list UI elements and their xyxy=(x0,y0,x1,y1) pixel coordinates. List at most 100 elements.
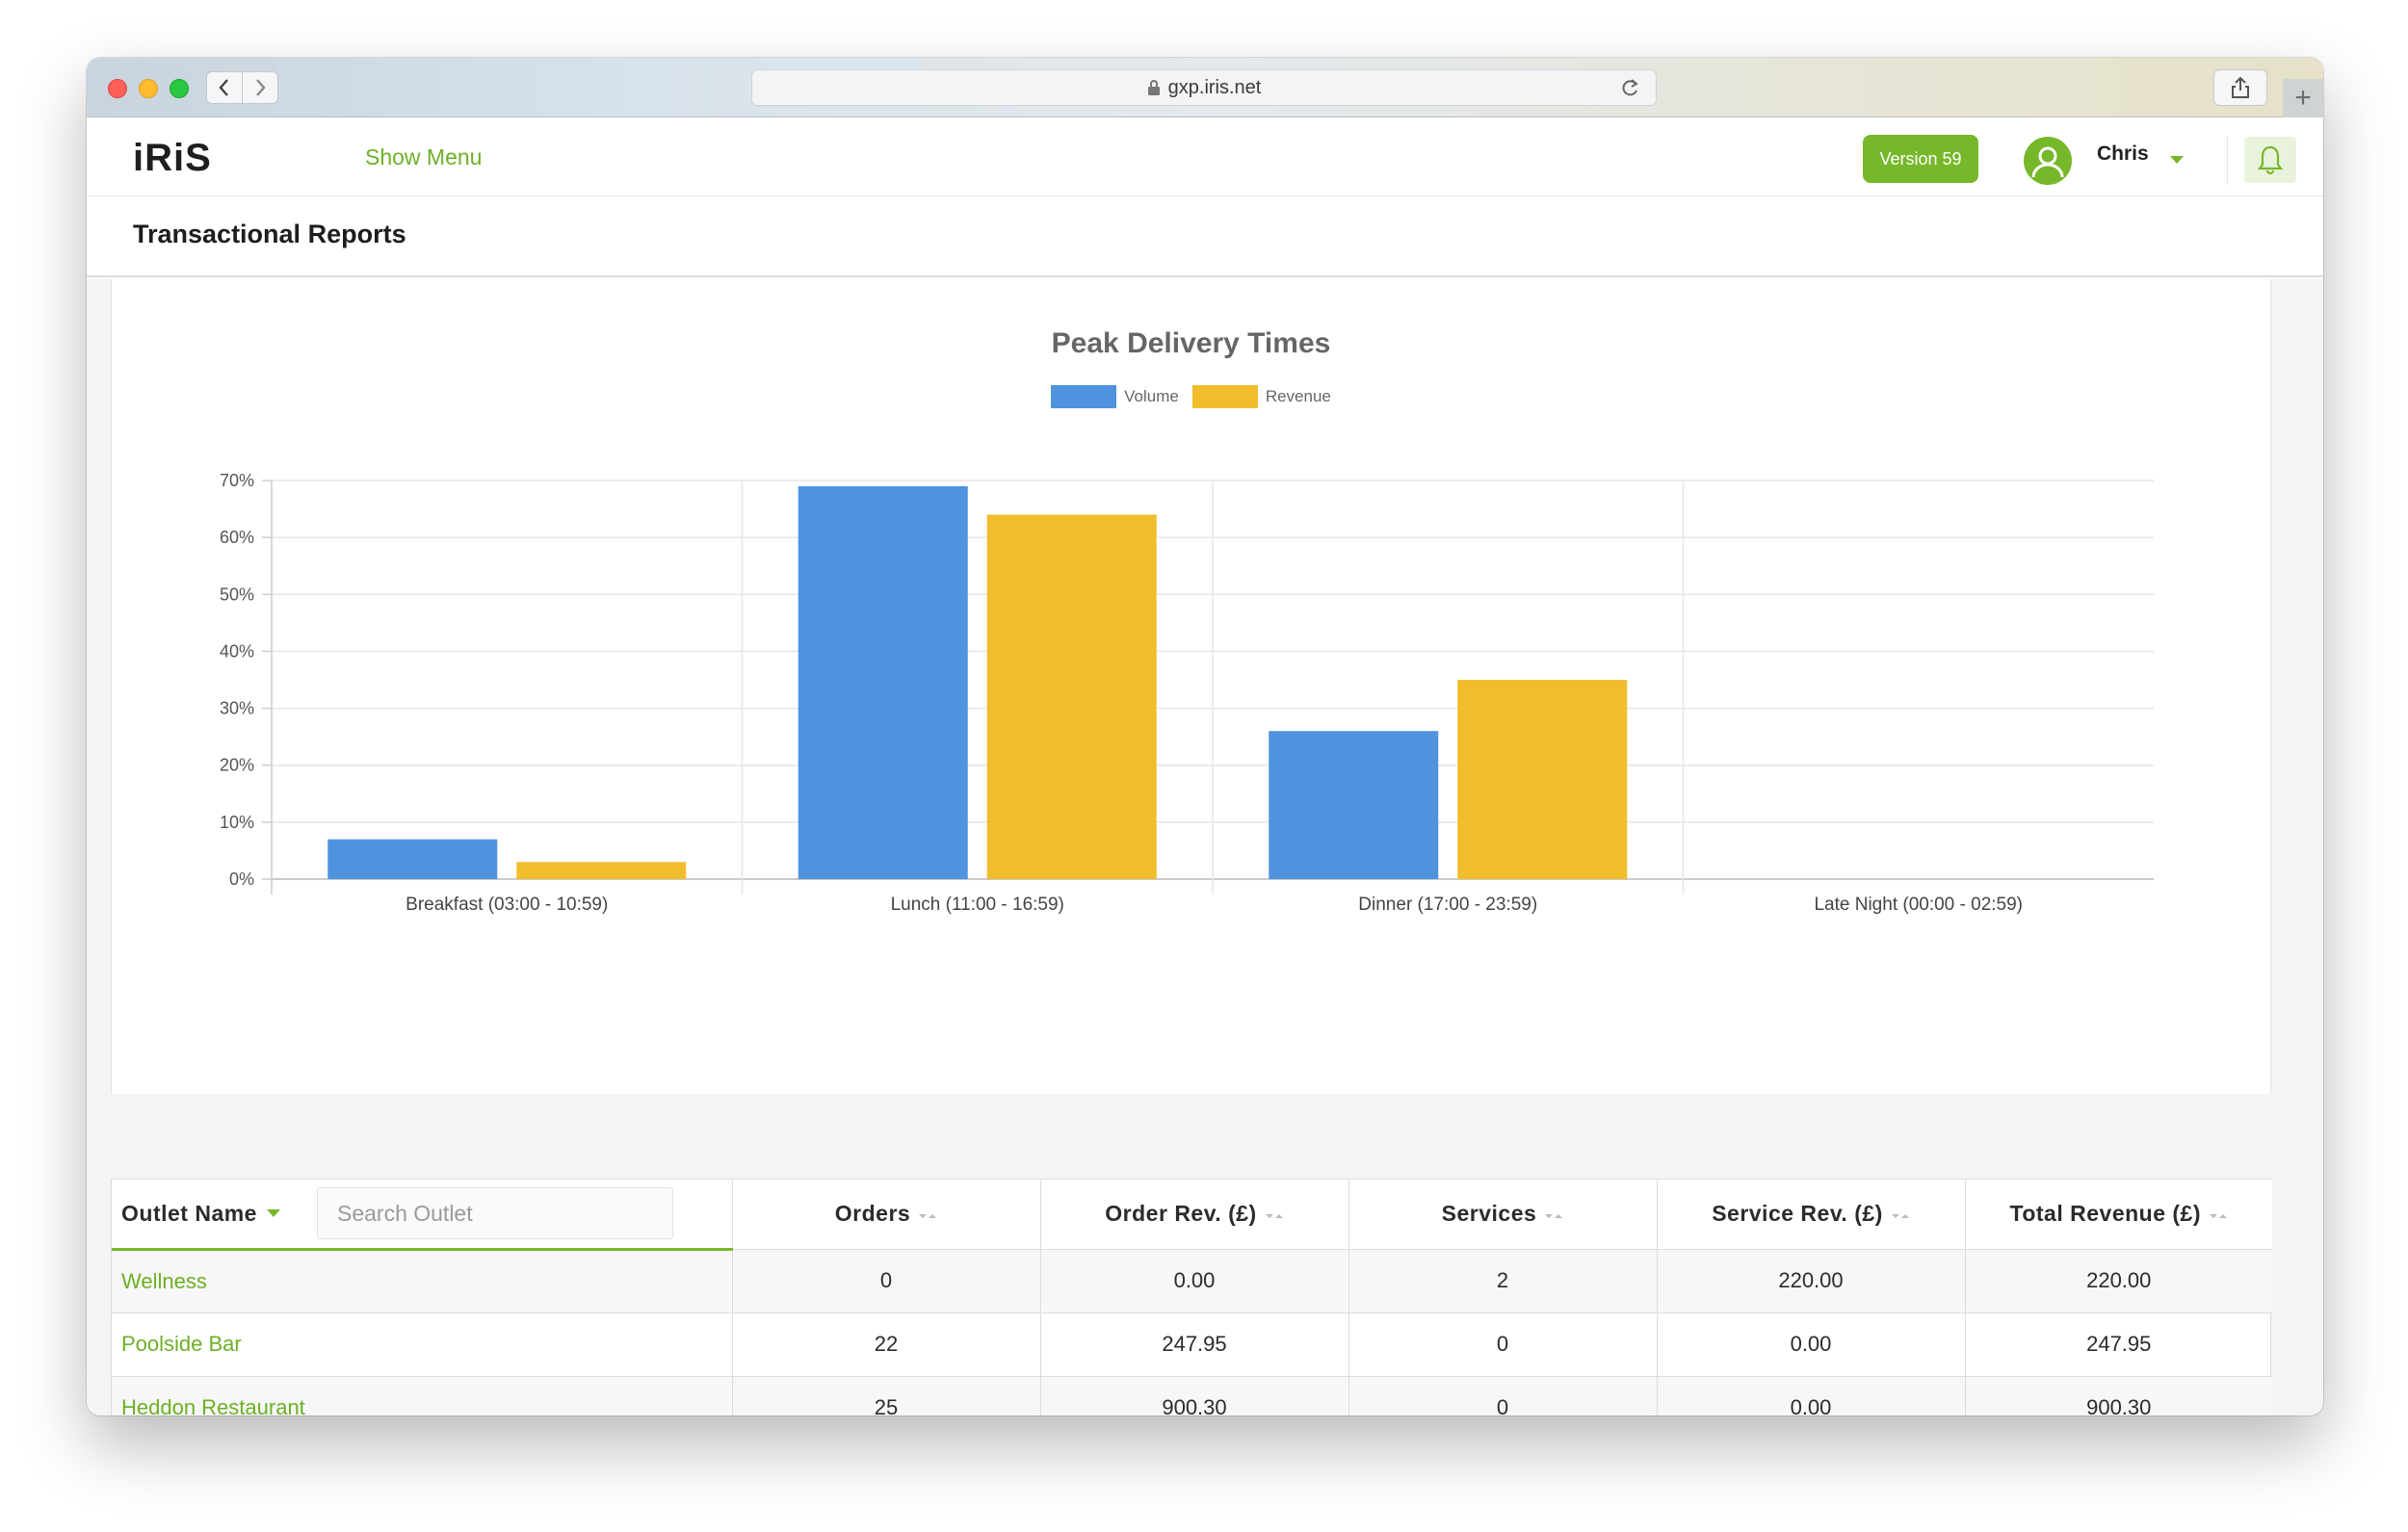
sort-icon[interactable] xyxy=(918,1202,937,1228)
bar-revenue[interactable] xyxy=(516,862,687,879)
table-row: Wellness 0 0.00 2 220.00 220.00 xyxy=(112,1249,2272,1313)
version-badge[interactable]: Version 59 xyxy=(1863,135,1978,183)
column-header-orders[interactable]: Orders xyxy=(732,1180,1041,1250)
address-bar[interactable]: gxp.iris.net xyxy=(751,69,1657,106)
header-divider xyxy=(2227,137,2228,185)
service-rev-cell: 0.00 xyxy=(1657,1376,1966,1415)
chevron-right-icon xyxy=(256,79,266,96)
column-header-label: Services xyxy=(1441,1200,1537,1226)
legend-label-revenue: Revenue xyxy=(1265,387,1331,405)
app-header: iRiS Show Menu Version 59 Chris xyxy=(87,117,2323,196)
reload-icon[interactable] xyxy=(1619,78,1640,105)
column-header-label: Service Rev. (£) xyxy=(1712,1200,1883,1226)
table-row: Poolside Bar 22 247.95 0 0.00 247.95 xyxy=(112,1312,2272,1377)
outlet-name-caret-icon[interactable] xyxy=(266,1209,280,1218)
share-icon xyxy=(2232,76,2249,98)
column-header-label: Order Rev. (£) xyxy=(1105,1200,1257,1226)
minimize-window-button[interactable] xyxy=(139,79,158,98)
total-revenue-cell: 220.00 xyxy=(1965,1249,2272,1313)
y-tick-label: 30% xyxy=(220,699,254,718)
legend-label-volume: Volume xyxy=(1124,387,1179,405)
sort-icon[interactable] xyxy=(1544,1202,1563,1228)
services-cell: 0 xyxy=(1348,1312,1658,1377)
orders-cell: 25 xyxy=(732,1376,1041,1415)
bell-icon xyxy=(2258,145,2283,175)
x-tick-label: Dinner (17:00 - 23:59) xyxy=(1358,895,1537,915)
service-rev-cell: 0.00 xyxy=(1657,1312,1966,1377)
outlet-link[interactable]: Poolside Bar xyxy=(112,1312,733,1377)
y-tick-label: 20% xyxy=(220,756,254,775)
outlet-link[interactable]: Heddon Restaurant xyxy=(112,1376,733,1415)
chart-title: Peak Delivery Times xyxy=(1051,327,1331,359)
bar-revenue[interactable] xyxy=(986,514,1157,879)
total-revenue-cell: 900.30 xyxy=(1965,1376,2272,1415)
total-revenue-cell: 247.95 xyxy=(1965,1312,2272,1377)
order-rev-cell: 900.30 xyxy=(1040,1376,1349,1415)
outlet-table: Outlet Name Orders Order Rev. (£) Servic… xyxy=(111,1179,2272,1415)
iris-logo[interactable]: iRiS xyxy=(133,137,212,179)
user-name[interactable]: Chris xyxy=(2097,143,2149,165)
bar-volume[interactable] xyxy=(327,839,498,879)
y-tick-label: 70% xyxy=(220,471,254,490)
chevron-left-icon xyxy=(219,79,228,96)
orders-cell: 0 xyxy=(732,1249,1041,1313)
column-header-label: Orders xyxy=(834,1200,911,1226)
bar-volume[interactable] xyxy=(1269,731,1439,879)
column-header-service-rev[interactable]: Service Rev. (£) xyxy=(1657,1180,1966,1250)
user-menu-caret-icon[interactable] xyxy=(2170,156,2184,164)
x-tick-label: Lunch (11:00 - 16:59) xyxy=(891,895,1064,915)
search-outlet-input[interactable] xyxy=(316,1187,673,1240)
services-cell: 0 xyxy=(1348,1376,1658,1415)
x-tick-label: Late Night (00:00 - 02:59) xyxy=(1814,895,2023,915)
peak-delivery-chart-card: Peak Delivery Times Volume Revenue 0% 10%… xyxy=(111,279,2271,1094)
legend-swatch-volume xyxy=(1051,385,1117,408)
column-header-label: Total Revenue (£) xyxy=(2009,1200,2201,1226)
sort-icon[interactable] xyxy=(1265,1202,1284,1228)
browser-window: gxp.iris.net + iRiS Show Menu Version 59… xyxy=(87,58,2323,1415)
user-avatar[interactable] xyxy=(2024,137,2072,185)
orders-cell: 22 xyxy=(732,1312,1041,1377)
outlet-name-header-label[interactable]: Outlet Name xyxy=(121,1200,257,1226)
legend-item-volume[interactable]: Volume xyxy=(1051,385,1179,408)
y-tick-label: 60% xyxy=(220,528,254,547)
service-rev-cell: 220.00 xyxy=(1657,1249,1966,1313)
sort-icon[interactable] xyxy=(1891,1202,1910,1228)
column-header-services[interactable]: Services xyxy=(1348,1180,1658,1250)
user-icon xyxy=(2031,146,2064,178)
close-window-button[interactable] xyxy=(108,79,127,98)
browser-toolbar: gxp.iris.net + xyxy=(87,58,2323,117)
x-tick-label: Breakfast (03:00 - 10:59) xyxy=(406,895,608,915)
zoom-window-button[interactable] xyxy=(170,79,189,98)
bar-chart: 0% 10% 20% 30% 40% 50% 60% 70% Breakfast (03:00 … xyxy=(220,471,2154,915)
bar-revenue[interactable] xyxy=(1457,680,1628,879)
forward-button[interactable] xyxy=(242,71,278,104)
y-tick-label: 10% xyxy=(220,813,254,832)
sort-icon[interactable] xyxy=(2209,1202,2228,1228)
column-header-outlet-name: Outlet Name xyxy=(112,1180,733,1251)
table-header-row: Outlet Name Orders Order Rev. (£) Servic… xyxy=(112,1180,2272,1251)
services-cell: 2 xyxy=(1348,1249,1658,1313)
legend-item-revenue[interactable]: Revenue xyxy=(1191,385,1331,408)
bar-volume[interactable] xyxy=(798,485,968,879)
page-title-bar: Transactional Reports xyxy=(87,196,2323,277)
url-text: gxp.iris.net xyxy=(1167,76,1262,98)
share-button[interactable] xyxy=(2213,69,2267,106)
page-title: Transactional Reports xyxy=(133,220,406,248)
new-tab-button[interactable]: + xyxy=(2283,79,2323,117)
order-rev-cell: 0.00 xyxy=(1040,1249,1349,1313)
outlet-link[interactable]: Wellness xyxy=(112,1249,733,1313)
lock-icon xyxy=(1147,79,1161,96)
plus-icon: + xyxy=(2294,82,2312,114)
y-tick-label: 50% xyxy=(220,584,254,604)
order-rev-cell: 247.95 xyxy=(1040,1312,1349,1377)
show-menu-link[interactable]: Show Menu xyxy=(365,144,483,169)
y-tick-label: 0% xyxy=(229,870,254,889)
table-row: Heddon Restaurant 25 900.30 0 0.00 900.3… xyxy=(112,1376,2272,1415)
y-tick-label: 40% xyxy=(220,641,254,661)
back-button[interactable] xyxy=(206,71,243,104)
notifications-button[interactable] xyxy=(2244,137,2296,183)
chart-legend: Volume Revenue xyxy=(112,385,2270,408)
column-header-order-rev[interactable]: Order Rev. (£) xyxy=(1040,1180,1349,1250)
column-header-total-revenue[interactable]: Total Revenue (£) xyxy=(1965,1180,2272,1250)
legend-swatch-revenue xyxy=(1191,385,1258,408)
